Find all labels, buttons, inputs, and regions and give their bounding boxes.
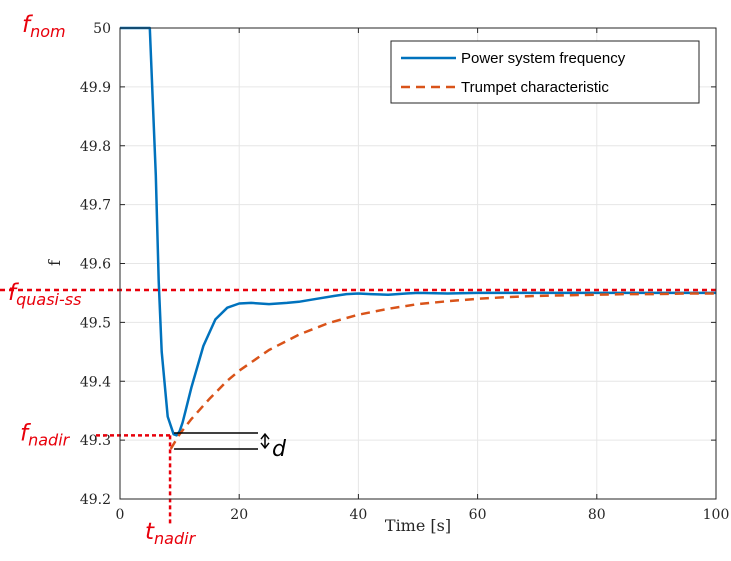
- y-tick-label: 49.4: [80, 374, 111, 390]
- t-nadir-label-sub: nadir: [154, 529, 197, 548]
- y-tick-label: 49.6: [80, 257, 111, 273]
- t-nadir-label-main: t: [145, 519, 155, 545]
- y-tick-label: 49.3: [80, 433, 111, 449]
- x-tick-label: 0: [116, 507, 125, 523]
- f-nadir-label: fnadir: [20, 420, 71, 449]
- f-nom-label: fnom: [22, 12, 66, 41]
- d-arrow-head-down: [260, 442, 270, 450]
- y-axis-label: f: [45, 259, 64, 266]
- x-tick-label: 100: [703, 507, 730, 523]
- y-tick-label: 50: [93, 21, 111, 37]
- d-arrow-head-up: [260, 432, 270, 440]
- f-quasi-ss-label-sub: quasi-ss: [16, 290, 81, 309]
- x-tick-label: 20: [230, 507, 248, 523]
- f-quasi-ss-label: fquasi-ss: [8, 280, 81, 309]
- legend: Power system frequency Trumpet character…: [390, 40, 700, 104]
- y-tick-label: 49.8: [80, 139, 111, 155]
- x-tick-label: 40: [349, 507, 367, 523]
- series-layer: [120, 26, 716, 450]
- t-nadir-label: tnadir: [145, 519, 197, 548]
- y-tick-label: 49.7: [80, 198, 111, 214]
- series-power-system-frequency: [120, 26, 716, 437]
- f-nadir-label-sub: nadir: [28, 430, 71, 449]
- series-trumpet-characteristic: [169, 292, 716, 450]
- x-tick-label: 60: [469, 507, 487, 523]
- f-nadir-label-main: f: [20, 420, 31, 446]
- legend-label-power-frequency: Power system frequency: [461, 50, 626, 67]
- d-label: d: [272, 437, 287, 462]
- y-tick-label: 49.9: [80, 80, 111, 96]
- x-axis-label: Time [s]: [385, 516, 451, 535]
- x-tick-label: 80: [588, 507, 606, 523]
- f-quasi-ss-label-main: f: [8, 280, 19, 306]
- f-nom-label-sub: nom: [30, 22, 66, 41]
- legend-box: [390, 40, 700, 104]
- axes-box: [119, 27, 717, 500]
- y-tick-label: 49.5: [80, 315, 111, 331]
- y-tick-label: 49.2: [80, 492, 111, 508]
- f-nom-label-main: f: [22, 12, 33, 38]
- axis-ticks: 0 20 40 60 80 100 49.2 49.3 49.4 49.5 49.6 49.7 49.8…: [80, 21, 730, 523]
- legend-label-trumpet: Trumpet characteristic: [461, 79, 609, 96]
